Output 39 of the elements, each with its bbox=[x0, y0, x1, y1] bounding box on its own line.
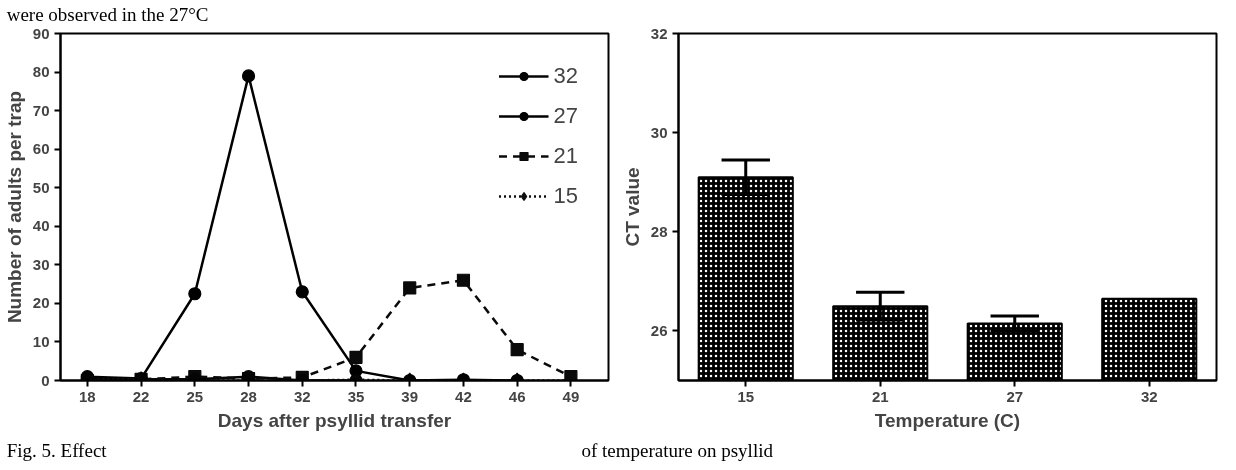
x-tick-label: 27 bbox=[1006, 387, 1024, 405]
y-tick-label: 28 bbox=[650, 222, 668, 240]
x-axis-title: Days after psyllid transfer bbox=[217, 409, 452, 431]
y-tick-label: 32 bbox=[650, 24, 668, 42]
x-tick-label: 39 bbox=[401, 387, 419, 405]
y-axis-title: Number of adults per trap bbox=[3, 90, 25, 324]
y-tick-label: 26 bbox=[650, 321, 668, 339]
text: of temperature on psyllid bbox=[581, 440, 774, 461]
x-tick-label: 46 bbox=[508, 387, 526, 405]
y-tick-label: 0 bbox=[41, 371, 50, 389]
x-tick-label: 42 bbox=[455, 387, 472, 405]
x-tick-label: 22 bbox=[132, 387, 150, 405]
y-tick-label: 70 bbox=[32, 101, 50, 119]
x-tick-label: 15 bbox=[737, 387, 755, 405]
y-tick-label: 30 bbox=[650, 123, 668, 141]
y-tick-label: 90 bbox=[32, 24, 50, 42]
x-tick-label: 25 bbox=[186, 387, 204, 405]
legend-label: 27 bbox=[553, 103, 578, 129]
y-tick-label: 60 bbox=[32, 140, 50, 158]
x-tick-label: 35 bbox=[347, 387, 365, 405]
text: were observed in the 27°C bbox=[6, 4, 209, 25]
y-tick-label: 30 bbox=[32, 255, 50, 273]
y-tick-label: 80 bbox=[32, 63, 50, 81]
y-tick-label: 10 bbox=[32, 332, 50, 350]
y-axis-title: CT value bbox=[621, 167, 643, 247]
y-tick-label: 20 bbox=[32, 294, 50, 312]
legend-label: 32 bbox=[553, 63, 578, 89]
legend-label: 15 bbox=[553, 183, 578, 209]
x-tick-label: 32 bbox=[1140, 387, 1158, 405]
x-axis-title: Temperature (C) bbox=[874, 409, 1021, 431]
x-tick-label: 28 bbox=[240, 387, 257, 405]
y-tick-label: 40 bbox=[32, 217, 50, 235]
x-tick-label: 21 bbox=[871, 387, 889, 405]
y-tick-label: 50 bbox=[32, 178, 50, 196]
x-tick-label: 49 bbox=[562, 387, 580, 405]
caption: Fig. 5. Effect bbox=[6, 440, 108, 461]
legend-label: 21 bbox=[553, 143, 578, 169]
x-tick-label: 32 bbox=[293, 387, 311, 405]
x-tick-label: 18 bbox=[79, 387, 96, 405]
